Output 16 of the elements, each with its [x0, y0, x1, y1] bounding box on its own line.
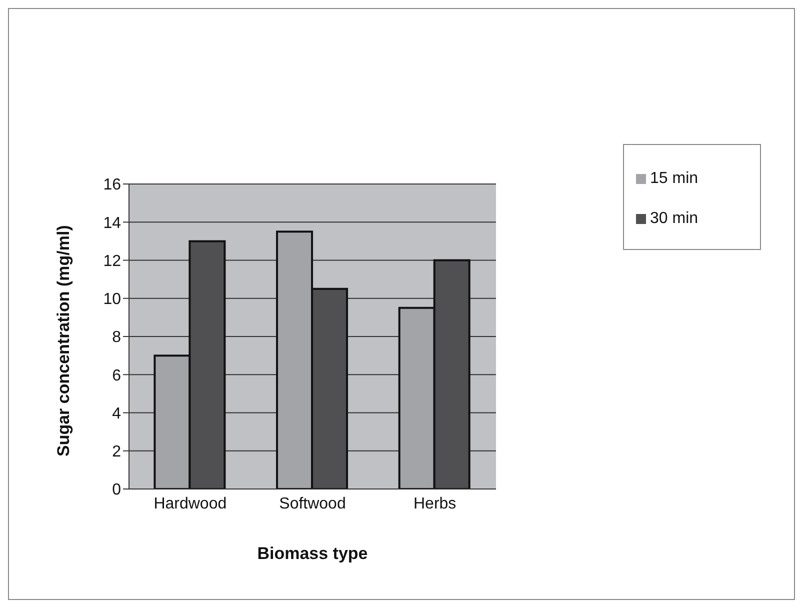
y-tick-label: 14 [103, 214, 122, 232]
x-tick-label: Herbs [413, 495, 456, 512]
x-axis-title: Biomass type [257, 544, 368, 563]
x-tick-label: Hardwood [154, 495, 227, 512]
y-tick-label: 2 [112, 444, 122, 461]
y-tick-label: 0 [112, 482, 122, 499]
y-tick-label: 10 [103, 291, 122, 308]
y-tick-label: 6 [112, 367, 122, 384]
legend-label: 30 min [650, 210, 698, 227]
y-tick-label: 4 [112, 405, 122, 422]
y-tick-label: 16 [103, 176, 122, 194]
x-tick-label: Softwood [279, 495, 346, 512]
y-tick-label: 8 [112, 329, 122, 346]
y-tick-label: 12 [103, 252, 122, 270]
y-axis-title: Sugar concentration (mg/ml) [54, 225, 74, 456]
legend-label: 15 min [650, 170, 698, 187]
